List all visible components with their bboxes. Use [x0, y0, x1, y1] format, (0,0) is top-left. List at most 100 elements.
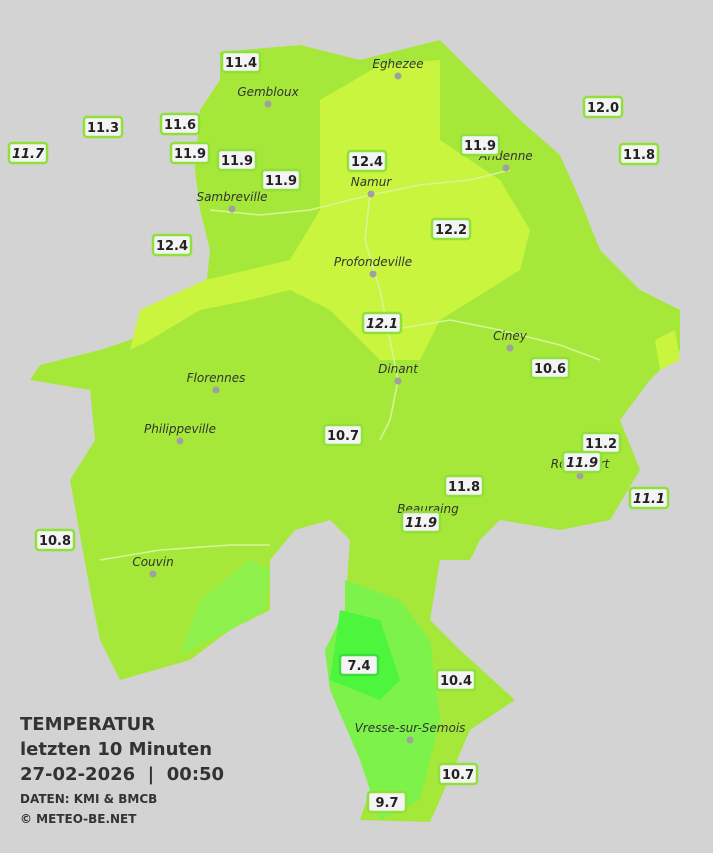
badge-box [169, 141, 211, 165]
station-badge: 11.6 [159, 112, 201, 136]
badge-box [151, 233, 193, 257]
city-dot [212, 386, 220, 394]
city-label: Sambreville [196, 190, 267, 204]
badge-box [435, 668, 477, 692]
city-dot [394, 72, 402, 80]
station-value: 12.4 [156, 239, 188, 254]
station-value: 12.2 [435, 223, 467, 238]
city-label: Profondeville [334, 255, 412, 269]
city-dot [264, 100, 272, 108]
city-dot [367, 190, 375, 198]
station-badge: 10.6 [529, 356, 571, 380]
station-value: 11.4 [225, 56, 257, 71]
station-badge: 12.4 [346, 149, 388, 173]
station-badge: 12.1 [361, 311, 403, 335]
badge-box [346, 149, 388, 173]
station-value: 11.1 [633, 492, 665, 507]
badge-box [529, 356, 571, 380]
station-badge: 10.8 [34, 528, 76, 552]
station-badge: 10.4 [435, 668, 477, 692]
city-dot [576, 472, 584, 480]
station-value: 9.7 [375, 796, 398, 811]
badge-box [459, 133, 501, 157]
badge-box [34, 528, 76, 552]
badge-box [430, 217, 472, 241]
badge-box [400, 510, 442, 534]
badge-box [7, 141, 49, 165]
station-badge: 11.9 [169, 141, 211, 165]
station-value: 11.8 [623, 148, 655, 163]
badge-box [443, 474, 485, 498]
warm-zone [655, 330, 680, 370]
station-value: 11.9 [405, 516, 437, 531]
station-badge: 12.4 [151, 233, 193, 257]
station-value: 10.6 [534, 362, 566, 377]
station-value: 10.7 [442, 768, 474, 783]
city-label: Namur [351, 175, 393, 189]
city-label: Florennes [187, 371, 246, 385]
station-value: 10.8 [39, 534, 71, 549]
station-value: 11.9 [464, 139, 496, 154]
station-badge: 11.9 [561, 450, 603, 474]
station-value: 10.7 [327, 429, 359, 444]
city-dot [506, 344, 514, 352]
city-dot [369, 270, 377, 278]
city-dot [502, 164, 510, 172]
badge-box [322, 423, 364, 447]
badge-box [437, 762, 479, 786]
city-label: Couvin [132, 555, 173, 569]
station-badge: 11.1 [628, 486, 670, 510]
station-value: 12.4 [351, 155, 383, 170]
city-label: Vresse-sur-Semois [355, 721, 466, 735]
city-dot [406, 736, 414, 744]
station-value: 11.8 [448, 480, 480, 495]
station-value: 12.0 [587, 101, 619, 116]
station-badge: 11.9 [260, 168, 302, 192]
station-badge: 11.8 [443, 474, 485, 498]
legend-source: DATEN: KMI & BMCB [20, 792, 157, 806]
badge-box [216, 148, 258, 172]
city-label: Philippeville [144, 422, 216, 436]
badge-box [366, 790, 408, 814]
station-badge: 10.7 [437, 762, 479, 786]
station-value: 10.4 [440, 674, 472, 689]
city-dot [228, 205, 236, 213]
badge-box [561, 450, 603, 474]
legend-subtitle: letzten 10 Minuten [20, 739, 212, 760]
badge-box [338, 653, 380, 677]
badge-box [159, 112, 201, 136]
city-dot [149, 570, 157, 578]
station-value: 11.6 [164, 118, 196, 133]
badge-box [628, 486, 670, 510]
badge-box [582, 95, 624, 119]
badge-box [260, 168, 302, 192]
station-value: 11.9 [566, 456, 598, 471]
warm-zone [130, 60, 530, 360]
station-value: 11.9 [174, 147, 206, 162]
city-dot [176, 437, 184, 445]
station-value: 11.3 [87, 121, 119, 136]
badge-box [82, 115, 124, 139]
city-label: Gembloux [237, 85, 299, 99]
station-badge: 11.4 [220, 50, 262, 74]
city-dot [394, 377, 402, 385]
station-value: 11.2 [585, 437, 617, 452]
station-badge: 11.7 [7, 141, 49, 165]
station-value: 11.9 [221, 154, 253, 169]
city-label: Eghezee [372, 57, 423, 71]
city-label: Dinant [378, 362, 419, 376]
station-badge: 11.9 [459, 133, 501, 157]
station-badge: 9.7 [366, 790, 408, 814]
station-value: 11.9 [265, 174, 297, 189]
cool-zone [180, 560, 270, 655]
station-badge: 11.3 [82, 115, 124, 139]
station-badge: 12.0 [582, 95, 624, 119]
badge-box [618, 142, 660, 166]
station-badge: 12.2 [430, 217, 472, 241]
station-badge: 7.4 [338, 653, 380, 677]
station-badge: 11.8 [618, 142, 660, 166]
legend-copyright: © METEO-BE.NET [20, 812, 137, 826]
station-value: 7.4 [347, 659, 370, 674]
